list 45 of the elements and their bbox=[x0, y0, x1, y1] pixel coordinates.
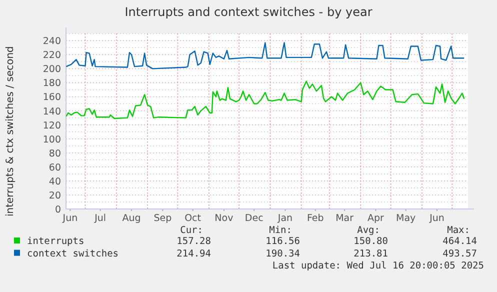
y-tick-label: 20 bbox=[48, 190, 61, 202]
x-tick-label: Apr bbox=[367, 213, 384, 224]
y-axis-title: interrupts & ctx switches / second bbox=[5, 46, 16, 217]
text: 493.57 bbox=[442, 248, 477, 260]
x-tick-label: Oct bbox=[184, 213, 202, 224]
text: Avg: bbox=[357, 225, 380, 236]
x-tick-label: Sep bbox=[154, 213, 172, 224]
text: 157.28 bbox=[176, 236, 212, 247]
x-tick-label: Jun bbox=[428, 213, 444, 224]
x-tick-label: Feb bbox=[306, 213, 324, 224]
line-series bbox=[66, 42, 465, 70]
x-tick-label: Jun bbox=[62, 213, 78, 224]
x-tick-label: Dec bbox=[244, 213, 264, 224]
text: 213.81 bbox=[354, 248, 388, 260]
x-tick-label: Aug bbox=[122, 213, 141, 224]
text: 150.80 bbox=[354, 236, 388, 247]
y-tick-label: 220 bbox=[42, 50, 61, 62]
x-tick-label: Jul bbox=[94, 213, 106, 224]
text: 464.14 bbox=[442, 236, 478, 247]
y-tick-label: 140 bbox=[42, 106, 61, 118]
y-tick-label: 0 bbox=[54, 204, 61, 216]
x-tick-label: Nov bbox=[214, 213, 234, 224]
y-tick-label: 180 bbox=[42, 78, 61, 90]
text: Last update: Wed Jul 16 20:00:05 2025 bbox=[272, 260, 484, 272]
text: 214.94 bbox=[176, 248, 212, 260]
text: Max: bbox=[447, 225, 470, 236]
line-series bbox=[66, 80, 465, 120]
x-tick-label: May bbox=[396, 213, 416, 224]
y-tick-label: 200 bbox=[42, 64, 61, 76]
x-tick-label: Jan bbox=[276, 213, 293, 224]
chart-title: Interrupts and context switches - by year bbox=[124, 5, 372, 19]
legend-label: context switches bbox=[27, 248, 119, 260]
y-tick-label: 60 bbox=[48, 162, 61, 174]
y-tick-label: 100 bbox=[42, 134, 61, 146]
y-tick-label: 240 bbox=[42, 36, 61, 48]
text: Min: bbox=[269, 225, 292, 236]
y-tick-label: 120 bbox=[42, 120, 61, 132]
y-tick-label: 40 bbox=[48, 176, 61, 188]
text: Cur: bbox=[180, 225, 203, 236]
y-tick-label: 160 bbox=[42, 92, 61, 104]
y-tick-label: 80 bbox=[48, 148, 61, 160]
text: 190.34 bbox=[266, 248, 300, 260]
legend-label: interrupts bbox=[27, 236, 84, 247]
x-tick-label: Mar bbox=[336, 213, 354, 224]
text: 116.56 bbox=[266, 236, 300, 247]
